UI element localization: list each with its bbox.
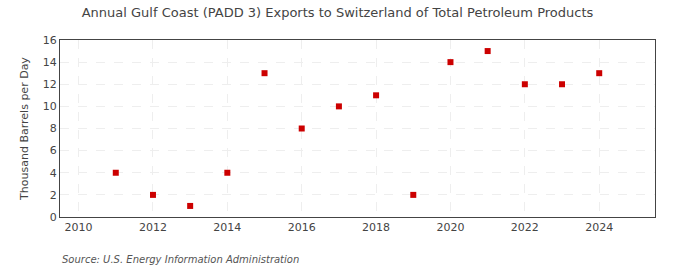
svg-text:12: 12	[43, 78, 57, 91]
svg-text:2: 2	[50, 189, 57, 202]
svg-text:2010: 2010	[65, 221, 93, 234]
svg-text:10: 10	[43, 100, 57, 113]
svg-text:2016: 2016	[288, 221, 316, 234]
svg-text:2018: 2018	[362, 221, 390, 234]
svg-text:Source: U.S. Energy Informatio: Source: U.S. Energy Information Administ…	[62, 254, 299, 265]
svg-text:14: 14	[43, 56, 57, 69]
svg-text:Thousand Barrels per Day: Thousand Barrels per Day	[18, 57, 31, 201]
svg-text:2024: 2024	[585, 221, 613, 234]
svg-text:2012: 2012	[139, 221, 167, 234]
svg-text:2014: 2014	[213, 221, 241, 234]
svg-text:16: 16	[43, 34, 57, 47]
svg-text:2020: 2020	[436, 221, 464, 234]
svg-text:8: 8	[50, 122, 57, 135]
svg-text:0: 0	[50, 211, 57, 224]
svg-text:2022: 2022	[511, 221, 539, 234]
svg-text:6: 6	[50, 144, 57, 157]
svg-text:Annual Gulf Coast (PADD 3) Exp: Annual Gulf Coast (PADD 3) Exports to Sw…	[82, 5, 594, 20]
svg-text:4: 4	[50, 167, 57, 180]
